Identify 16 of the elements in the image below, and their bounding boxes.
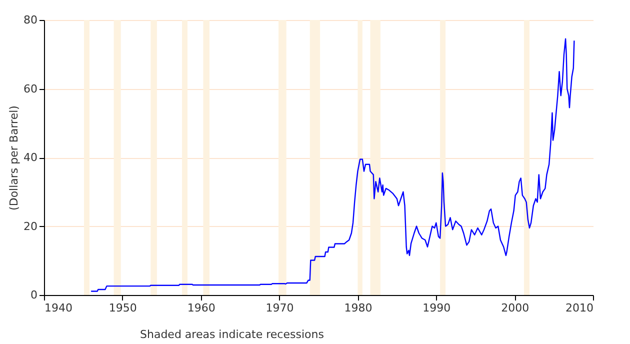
x-tick-label: 1950 xyxy=(108,302,137,314)
y-tick-label: 40 xyxy=(24,151,38,164)
x-tick-label: 2000 xyxy=(501,302,530,314)
y-tick-label: 60 xyxy=(24,82,38,96)
x-tick-label: 1940 xyxy=(44,302,72,314)
y-tick-label: 0 xyxy=(30,288,38,302)
y-axis-title: (Dollars per Barrel) xyxy=(8,106,21,210)
x-tick-label: 1970 xyxy=(266,302,294,314)
y-tick-label: 80 xyxy=(24,14,38,26)
line-series xyxy=(90,38,575,292)
x-tick-label: 2010 xyxy=(566,302,594,314)
y-tick-label: 20 xyxy=(24,220,38,233)
text: Shaded areas indicate recessions xyxy=(140,328,324,341)
x-tick-label: 1980 xyxy=(344,302,372,314)
x-tick-label: 1990 xyxy=(422,302,451,314)
x-tick-label: 1960 xyxy=(187,302,216,314)
